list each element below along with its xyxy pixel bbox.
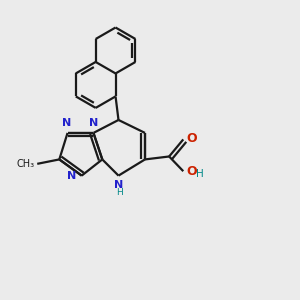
Text: N: N	[89, 118, 99, 128]
Text: N: N	[114, 180, 123, 190]
Text: O: O	[186, 165, 197, 178]
Text: CH₃: CH₃	[17, 159, 35, 169]
Text: N: N	[62, 118, 72, 128]
Text: H: H	[196, 169, 203, 178]
Text: N: N	[67, 171, 76, 181]
Text: H: H	[116, 188, 123, 197]
Text: O: O	[187, 132, 197, 145]
